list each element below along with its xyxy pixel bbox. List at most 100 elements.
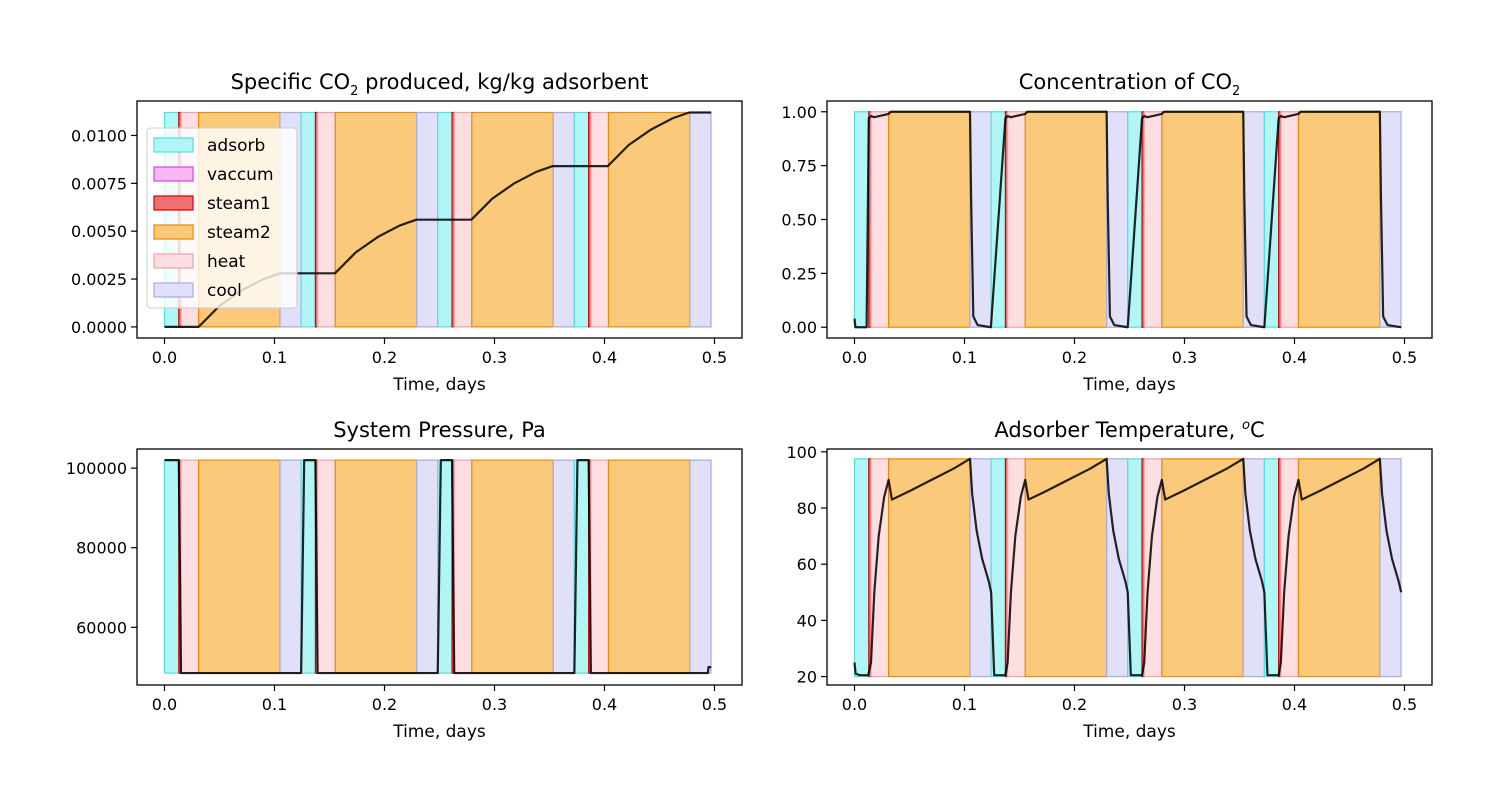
band-heat-c1-heat bbox=[317, 459, 336, 674]
chart-title: Adsorber Temperature, oC bbox=[994, 418, 1264, 442]
x-tick-label: 0.1 bbox=[952, 348, 977, 367]
legend-swatch-steam1 bbox=[153, 195, 194, 211]
x-tick-label: 0.0 bbox=[152, 348, 177, 367]
band-cool-c3-cool bbox=[689, 459, 712, 674]
y-tick-label: 80000 bbox=[76, 539, 127, 558]
series-line-0 bbox=[853, 110, 1402, 329]
chart-adsorber-temperature: 0.0 0.1 0.2 0.3 0.4 0.5 20 40 60 80 100 Time, days A… bbox=[786, 418, 1433, 742]
title-main: Specific CO bbox=[231, 70, 351, 94]
band-cool-c3-cool bbox=[1379, 458, 1402, 678]
plot-area bbox=[163, 459, 712, 675]
chart-co2-produced: 0.0 0.1 0.2 0.3 0.4 0.5 0.0000 0.0025 0.0050 0.00… bbox=[71, 70, 743, 395]
y-tick-label: 40 bbox=[797, 611, 817, 630]
x-axis-label: Time, days bbox=[1082, 722, 1176, 742]
y-tick-label: 0.0025 bbox=[71, 270, 127, 289]
x-tick-label: 0.1 bbox=[952, 695, 977, 714]
x-axis-label: Time, days bbox=[1082, 375, 1176, 395]
title-subscript: 2 bbox=[350, 84, 358, 99]
x-tick-label: 0.3 bbox=[1172, 695, 1197, 714]
band-cool-c2-cool bbox=[552, 111, 575, 328]
x-tick-label: 0.5 bbox=[702, 348, 727, 367]
y-tick-label: 100 bbox=[786, 443, 817, 462]
y-tick-label: 0.75 bbox=[781, 157, 817, 176]
band-steam2-c3-steam2 bbox=[607, 111, 691, 328]
legend-swatch-heat bbox=[153, 253, 194, 269]
band-steam2-c1-steam2 bbox=[1024, 111, 1108, 328]
band-steam2-c1-steam2 bbox=[334, 111, 418, 328]
x-tick-label: 0.3 bbox=[482, 348, 507, 367]
x-tick-label: 0.0 bbox=[842, 695, 867, 714]
y-tick-label: 0.00 bbox=[781, 318, 817, 337]
band-steam2-c1-steam2 bbox=[1024, 458, 1108, 678]
legend: adsorb vaccum steam1 steam2 heat cool bbox=[146, 127, 298, 309]
band-heat-c3-heat bbox=[1280, 111, 1300, 328]
plot-area bbox=[853, 457, 1403, 678]
y-tick-label: 0.0000 bbox=[71, 318, 127, 337]
y-tick-label: 0.0050 bbox=[71, 222, 127, 241]
title-rest: C bbox=[1250, 418, 1265, 442]
title-main: System Pressure, Pa bbox=[333, 418, 546, 442]
x-tick-label: 0.4 bbox=[592, 348, 617, 367]
band-heat-c2-heat bbox=[1143, 111, 1163, 328]
legend-label-cool: cool bbox=[207, 281, 242, 301]
x-tick-label: 0.2 bbox=[372, 695, 397, 714]
x-tick-label: 0.5 bbox=[1392, 348, 1417, 367]
band-adsorb-c3-adsorb bbox=[573, 111, 590, 328]
chart-co2-concentration: 0.0 0.1 0.2 0.3 0.4 0.5 0.00 0.25 0.50 0.75 1.00 Ti… bbox=[781, 70, 1433, 395]
title-superscript: o bbox=[1242, 418, 1250, 433]
x-axis-label: Time, days bbox=[392, 722, 486, 742]
band-cool-c1-cool bbox=[416, 459, 439, 674]
band-steam2-c0-steam2 bbox=[887, 458, 971, 678]
axes-frame bbox=[136, 448, 743, 686]
band-steam2-c1-steam2 bbox=[334, 459, 418, 674]
title-main: Adsorber Temperature, bbox=[994, 418, 1242, 442]
y-tick-label: 60000 bbox=[76, 618, 127, 637]
band-adsorb-c0-adsorb bbox=[163, 459, 180, 674]
band-steam2-c0-steam2 bbox=[887, 111, 971, 328]
series-line-0 bbox=[164, 459, 712, 675]
y-tick-label: 0.25 bbox=[781, 264, 817, 283]
x-tick-label: 0.5 bbox=[1392, 695, 1417, 714]
band-steam2-c0-steam2 bbox=[198, 459, 281, 674]
legend-swatch-cool bbox=[153, 282, 194, 298]
plot-area bbox=[853, 110, 1402, 329]
legend-swatch-adsorb bbox=[153, 137, 194, 153]
y-tick-label: 0.0100 bbox=[71, 126, 127, 145]
title-subscript: 2 bbox=[1232, 84, 1240, 99]
band-steam2-c2-steam2 bbox=[1161, 458, 1244, 678]
chart-title: System Pressure, Pa bbox=[333, 418, 546, 442]
axes-frame bbox=[826, 448, 1433, 686]
legend-label-adsorb: adsorb bbox=[207, 136, 265, 156]
band-steam2-c3-steam2 bbox=[1297, 458, 1381, 678]
band-cool-c3-cool bbox=[689, 111, 712, 328]
legend-label-steam2: steam2 bbox=[207, 223, 271, 243]
x-tick-label: 0.4 bbox=[1282, 348, 1307, 367]
legend-label-heat: heat bbox=[207, 252, 246, 272]
band-cool-c1-cool bbox=[1106, 458, 1129, 678]
x-tick-label: 0.3 bbox=[1172, 348, 1197, 367]
x-tick-label: 0.2 bbox=[372, 348, 397, 367]
chart-system-pressure: 0.0 0.1 0.2 0.3 0.4 0.5 60000 80000 100000 Time, … bbox=[66, 418, 743, 742]
y-tick-label: 1.00 bbox=[781, 103, 817, 122]
band-heat-c3-heat bbox=[590, 459, 610, 674]
title-main: Concentration of CO bbox=[1019, 70, 1232, 94]
legend-swatch-steam2 bbox=[153, 224, 194, 240]
band-heat-c1-heat bbox=[1007, 111, 1026, 328]
band-heat-c0-heat bbox=[180, 459, 200, 674]
band-heat-c1-heat bbox=[317, 111, 336, 328]
band-steam2-c2-steam2 bbox=[471, 111, 554, 328]
title-rest: produced, kg/kg adsorbent bbox=[358, 70, 648, 94]
chart-title: Specific CO2 produced, kg/kg adsorbent bbox=[231, 70, 649, 99]
band-adsorb-c0-adsorb bbox=[853, 458, 870, 678]
x-tick-label: 0.5 bbox=[702, 695, 727, 714]
band-heat-c0-heat bbox=[870, 111, 890, 328]
x-tick-label: 0.4 bbox=[1282, 695, 1307, 714]
band-cool-c0-cool bbox=[279, 459, 302, 674]
legend-label-vaccum: vaccum bbox=[207, 165, 274, 185]
x-tick-label: 0.3 bbox=[482, 695, 507, 714]
y-tick-label: 20 bbox=[797, 668, 817, 687]
y-tick-label: 0.0075 bbox=[71, 174, 127, 193]
band-cool-c2-cool bbox=[552, 459, 575, 674]
legend-label-steam1: steam1 bbox=[207, 194, 271, 214]
